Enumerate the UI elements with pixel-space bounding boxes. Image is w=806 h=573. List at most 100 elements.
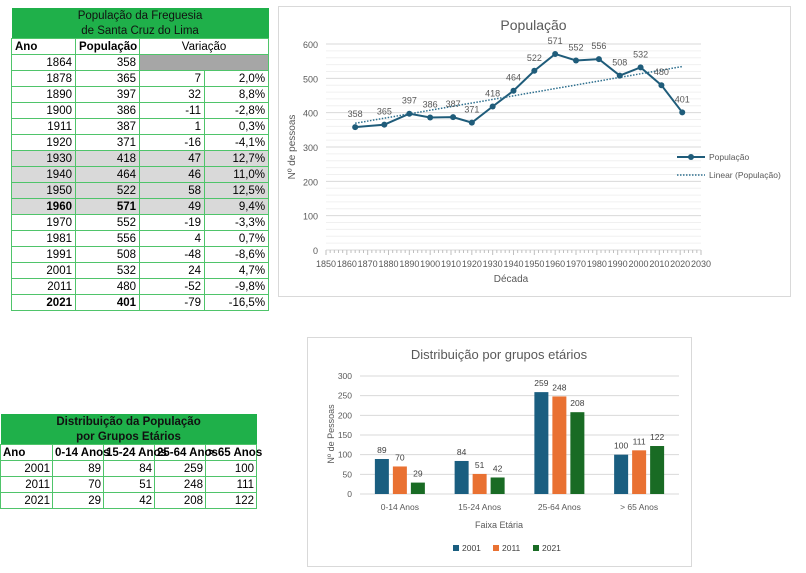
cell-pct: 11,0% (203, 166, 270, 183)
x-tick-label: 1930 (483, 259, 503, 269)
data-label: 259 (534, 378, 548, 388)
cell: 2011 (0, 476, 53, 493)
table-row: 1900 386 -11 -2,8% (11, 102, 270, 119)
cell-var: 24 (139, 262, 205, 279)
bar-2001 (614, 454, 629, 494)
y-tick-label: 200 (303, 177, 318, 187)
table-row: 1890 397 32 8,8% (11, 86, 270, 103)
data-label: 401 (675, 94, 690, 104)
bar-2001 (374, 458, 389, 494)
cell-pop: 552 (75, 214, 140, 231)
table-row: 1970 552 -19 -3,3% (11, 214, 270, 231)
data-label: 556 (591, 41, 606, 51)
header-variacao: Variação (138, 38, 270, 55)
cell-var: 49 (139, 198, 205, 215)
x-tick-label: 1960 (545, 259, 565, 269)
bar-chart-svg: 0 50 100 150 200 250 300 Distribuição por grupo… (326, 347, 679, 553)
legend-marker-icon (688, 154, 694, 160)
legend-label: 2011 (502, 543, 521, 553)
data-point (595, 56, 602, 63)
header-col: Ano (0, 444, 53, 461)
bar-2011 (632, 450, 647, 494)
data-point (573, 57, 579, 64)
bar-2021 (570, 412, 585, 494)
table-row: 1991 508 -48 -8,6% (11, 246, 270, 263)
x-tick-label: 1850 (316, 259, 336, 269)
data-point (679, 109, 686, 116)
bar-2011 (472, 473, 487, 494)
cell-var: -48 (139, 246, 205, 263)
y-tick-label: 400 (303, 109, 318, 119)
bar-2011 (392, 466, 407, 494)
table-row: 2001 532 24 4,7% (11, 262, 270, 279)
data-point (531, 67, 538, 74)
data-point (552, 50, 559, 57)
cell-ano: 2011 (11, 278, 76, 295)
data-point (468, 119, 475, 126)
x-tick-label: 1980 (587, 259, 607, 269)
data-point (450, 114, 457, 121)
x-tick-label: 1970 (566, 259, 586, 269)
cell-var: -52 (139, 278, 205, 295)
cell-pop: 464 (75, 166, 140, 183)
y-tick-label: 200 (338, 410, 352, 420)
cell-pop: 371 (75, 134, 140, 151)
cell-var: -19 (139, 214, 205, 231)
population-table: População da Freguesia de Santa Cruz do … (11, 8, 270, 311)
population-line-chart: 0 100 200 300 400 500 600 1850 1860 1870 1880 1890 1… (278, 6, 791, 297)
cell-pct: 2,0% (203, 70, 270, 87)
cell: 84 (103, 460, 155, 477)
age-groups-bar-chart: 0 50 100 150 200 250 300 Distribuição por grupo… (307, 337, 692, 567)
cell-ano: 1991 (11, 246, 76, 263)
x-tick-label: 1920 (462, 259, 482, 269)
cell-pop: 508 (75, 246, 140, 263)
cell-pct: -8,6% (203, 246, 270, 263)
legend-swatch-icon (533, 545, 539, 551)
cell-ano: 1930 (11, 150, 76, 167)
y-tick-label: 0 (313, 246, 318, 256)
table-row: 1920 371 -16 -4,1% (11, 134, 270, 151)
cell: 248 (154, 476, 206, 493)
data-label: 29 (413, 469, 423, 479)
table-row: 2021 401 -79 -16,5% (11, 294, 270, 311)
x-tick-label: 2030 (691, 259, 711, 269)
y-tick-label: 100 (338, 450, 352, 460)
table-title: Distribuição da População (0, 414, 257, 429)
table-row: 2011 70 51 248 111 (0, 476, 258, 493)
data-label: 111 (633, 436, 646, 446)
cell-pop: 522 (75, 182, 140, 199)
cell-pct: 9,4% (203, 198, 270, 215)
age-groups-table: Distribuição da População por Grupos Etá… (0, 414, 262, 509)
cell-pop: 532 (75, 262, 140, 279)
data-label: 418 (485, 88, 500, 98)
cell-ano: 2001 (11, 262, 76, 279)
cell: 100 (204, 460, 258, 477)
table-row: 2021 29 42 208 122 (0, 492, 258, 509)
header-ano: Ano (11, 38, 76, 55)
data-label: 84 (457, 447, 467, 457)
y-axis-label: Nº de pessoas (287, 115, 298, 180)
x-tick-label: 1900 (420, 259, 440, 269)
data-label: 70 (395, 452, 405, 462)
table-row: 1940 464 46 11,0% (11, 166, 270, 183)
table-row: 2011 480 -52 -9,8% (11, 278, 270, 295)
cell-ano: 1864 (11, 54, 76, 71)
cell-pop: 571 (75, 198, 140, 215)
cell-pct: -9,8% (203, 278, 270, 295)
data-label: 508 (612, 58, 627, 68)
x-tick-label: 2010 (649, 259, 669, 269)
cell-pop: 401 (75, 294, 140, 311)
table-title: de Santa Cruz do Lima (11, 23, 269, 39)
bar-2001 (454, 460, 469, 494)
cell-pop: 365 (75, 70, 140, 87)
chart-title: Distribuição por grupos etários (411, 347, 588, 362)
cell-ano: 1900 (11, 102, 76, 119)
y-tick-label: 150 (338, 430, 352, 440)
cell-ano: 1981 (11, 230, 76, 247)
category-label: 15-24 Anos (458, 502, 501, 512)
data-label: 387 (446, 99, 461, 109)
chart-title: População (500, 17, 566, 33)
data-label: 248 (552, 382, 566, 392)
y-axis-label: Nº de Pessoas (326, 404, 336, 464)
x-tick-label: 1890 (399, 259, 419, 269)
